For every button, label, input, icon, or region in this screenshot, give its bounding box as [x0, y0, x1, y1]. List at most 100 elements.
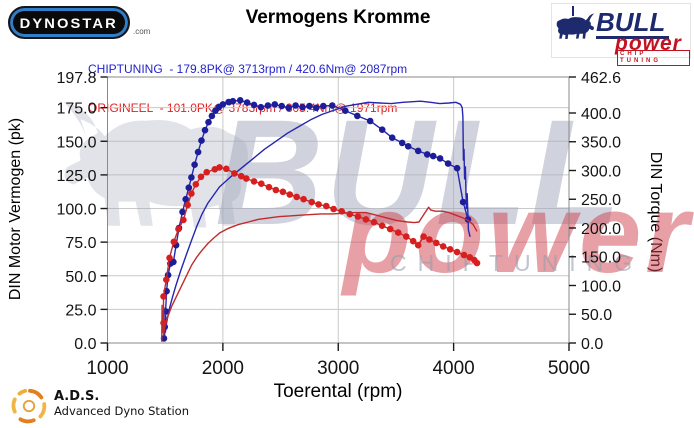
chiptuning-torque-marker	[257, 103, 265, 111]
watermark-power-text: power	[340, 171, 694, 296]
left-axis-tick-label: 25.0	[65, 302, 96, 319]
x-axis-title: Toerental (rpm)	[273, 381, 403, 402]
bullpower-power: power	[615, 32, 682, 55]
origineel-torque-curve	[160, 164, 481, 327]
origineel-power-line	[161, 206, 478, 342]
left-axis-tick-label: 197.8	[56, 70, 96, 87]
chiptuning-torque-marker	[414, 147, 422, 155]
bull-flag-icon	[572, 6, 574, 16]
chiptuning-torque-marker	[188, 174, 195, 181]
origineel-torque-marker	[203, 168, 210, 176]
origineel-torque-marker	[308, 198, 316, 206]
origineel-torque-marker	[192, 181, 200, 188]
dynostar-logo-text: DYNOSTAR	[19, 14, 119, 31]
chiptuning-torque-marker	[236, 97, 244, 104]
origineel-torque-marker	[300, 195, 307, 203]
right-axis-tick-label: 50.0	[581, 307, 612, 324]
right-axis-tick-label: 300.0	[581, 163, 621, 180]
left-axis-tick-label: 175.0	[56, 101, 96, 118]
chiptuning-torque-marker	[404, 143, 412, 150]
origineel-torque-marker	[216, 164, 223, 171]
origineel-torque-marker	[180, 216, 187, 224]
origineel-torque-marker	[420, 233, 427, 240]
origineel-torque-marker	[286, 191, 294, 198]
origineel-torque-marker	[250, 178, 258, 185]
chiptuning-torque-marker	[459, 198, 467, 206]
left-axis-tick-label: 125.0	[56, 168, 96, 185]
origineel-torque-marker	[426, 236, 433, 243]
origineel-torque-marker	[370, 218, 378, 226]
chiptuning-torque-marker	[423, 151, 431, 158]
origineel-torque-marker	[403, 233, 410, 240]
chiptuning-torque-marker	[243, 99, 251, 106]
chiptuning-torque-marker	[191, 161, 198, 168]
right-axis-tick-label: 150.0	[581, 250, 621, 267]
chiptuning-torque-marker	[229, 97, 237, 105]
origineel-torque-marker	[170, 238, 178, 246]
left-axis-tick-label: 0.0	[74, 336, 96, 353]
chiptuning-torque-marker	[320, 102, 327, 110]
origineel-torque-marker	[175, 225, 182, 233]
chiptuning-torque-marker	[436, 155, 444, 162]
origineel-torque-marker	[293, 193, 301, 201]
origineel-torque-marker	[453, 248, 461, 256]
origineel-torque-marker	[362, 216, 370, 223]
dynostar-domain-suffix: .com	[133, 27, 151, 36]
right-axis-tick-label: 100.0	[581, 278, 621, 295]
chiptuning-torque-marker	[201, 126, 209, 134]
tick-labels: 0.0 25.0 50.0 75.0 100.0 125.0 150.0 175.0 197.8…	[56, 70, 621, 379]
bullpower-logo: BULL power CHIP TUNING	[551, 3, 691, 66]
bullpower-name: BULL	[596, 8, 670, 39]
right-axis-tick-label: 200.0	[581, 221, 621, 238]
origineel-torque-marker	[197, 173, 205, 181]
x-axis-tick-label: 1000	[86, 358, 128, 379]
chiptuning-torque-marker	[388, 134, 396, 141]
bull-icon	[556, 13, 595, 39]
chiptuning-torque-marker	[366, 117, 374, 125]
chiptuning-torque-marker	[398, 139, 406, 147]
x-axis-tick-label: 3000	[317, 358, 359, 379]
origineel-torque-marker	[166, 254, 173, 262]
chiptuning-torque-marker	[250, 101, 258, 109]
origineel-torque-marker	[439, 243, 447, 250]
ads-abbreviation: A.D.S.	[54, 389, 100, 404]
origineel-torque-marker	[163, 276, 170, 284]
origineel-torque-marker	[433, 239, 440, 247]
chiptuning-torque-marker	[278, 102, 286, 110]
origineel-torque-marker	[394, 229, 402, 236]
page-title: Vermogens Kromme	[245, 7, 431, 28]
chiptuning-torque-marker	[453, 164, 461, 172]
origineel-torque-marker	[160, 293, 167, 300]
origineel-torque-marker	[238, 172, 245, 180]
chiptuning-power-line	[163, 100, 471, 338]
origineel-torque-marker	[184, 201, 191, 209]
right-axis-tick-label: 350.0	[581, 135, 621, 152]
origineel-torque-marker	[265, 183, 273, 191]
chiptuning-torque-marker	[219, 101, 227, 108]
ads-swirl-icon	[11, 388, 47, 424]
x-axis-tick-label: 2000	[202, 358, 244, 379]
chiptuning-torque-marker	[329, 102, 336, 109]
bull-watermark-icon	[63, 101, 248, 228]
left-axis-tick-label: 50.0	[65, 269, 96, 286]
chiptuning-torque-marker	[285, 104, 292, 112]
chiptuning-torque-marker	[179, 208, 186, 216]
origineel-torque-marker	[258, 180, 265, 187]
origineel-torque-marker	[223, 165, 230, 173]
chiptuning-torque-marker	[354, 112, 361, 120]
origineel-torque-marker	[378, 222, 386, 229]
watermark-bull-text: BULL	[215, 88, 623, 256]
origineel-torque-marker	[386, 225, 394, 233]
origineel-torque-marker	[231, 170, 238, 177]
chiptuning-torque-marker	[271, 101, 279, 108]
origineel-torque-marker	[188, 190, 195, 197]
chiptuning-torque-marker	[198, 137, 205, 144]
origineel-torque-marker	[323, 202, 330, 210]
chiptuning-torque-marker	[299, 103, 306, 111]
watermark-chip-text: CHIPTUNING	[390, 250, 643, 276]
x-axis-tick-label: 4000	[432, 358, 474, 379]
right-axis-tick-label: 0.0	[581, 336, 603, 353]
dynostar-logo: DYNOSTAR	[8, 6, 130, 39]
